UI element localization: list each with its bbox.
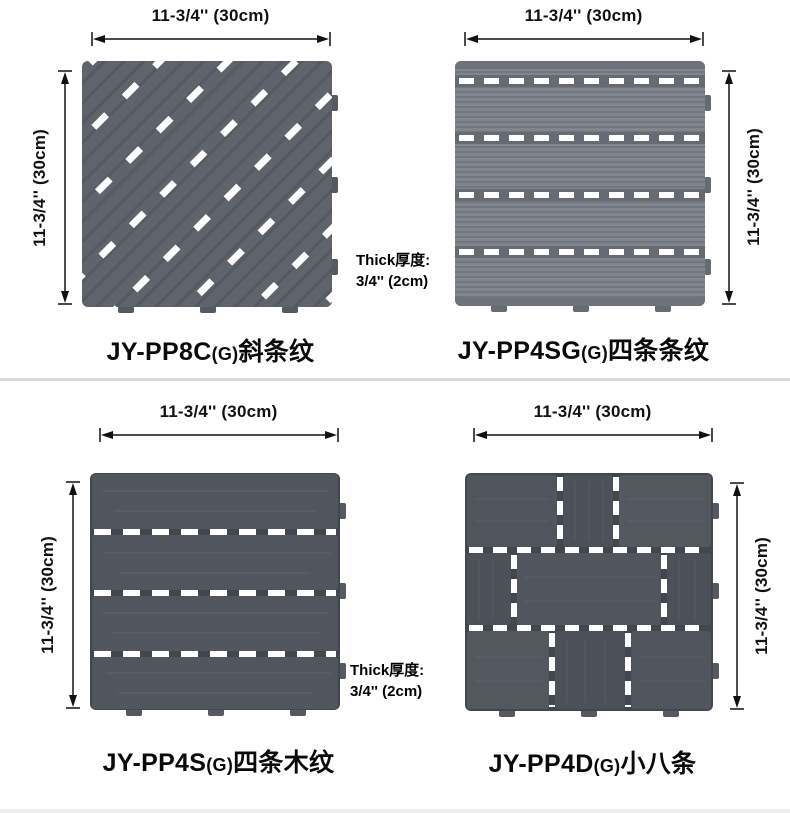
product-cell-jy-pp4sg: 11-3/4'' (30cm) 11-3	[395, 6, 790, 380]
width-dimension-arrow	[90, 32, 331, 46]
thickness-line1: Thick厚度:	[350, 662, 425, 679]
deck-tile-striped-icon	[455, 61, 711, 312]
width-dimension: 11-3/4'' (30cm)	[90, 6, 331, 47]
product-model: JY-PP4SG	[457, 337, 582, 365]
thickness-note: Thick厚度: 3/4'' (2cm)	[356, 250, 430, 292]
product-grade: (G)	[593, 756, 621, 776]
product-model: JY-PP8C	[106, 338, 212, 366]
height-dimension-arrow	[722, 69, 736, 305]
thickness-line2: 3/4'' (2cm)	[356, 273, 429, 290]
height-dimension-arrow	[58, 70, 72, 305]
product-model: JY-PP4S	[102, 749, 207, 777]
product-label: JY-PP8C(G)斜条纹	[107, 332, 315, 368]
product-label: JY-PP4D(G)小八条	[489, 744, 697, 780]
footer-strip	[0, 809, 790, 813]
tile-image-four-strip-woodgrain	[90, 473, 347, 717]
section-divider	[0, 378, 790, 381]
height-dimension-label: 11-3/4'' (30cm)	[752, 536, 771, 655]
product-cell-jy-pp4s: 11-3/4'' (30cm) 11-3/4'' (30cm)	[0, 402, 395, 813]
product-model: JY-PP4D	[488, 750, 594, 778]
height-dimension: 11-3/4'' (30cm)	[30, 70, 73, 305]
height-dimension-arrow	[730, 481, 744, 710]
product-label: JY-PP4S(G)四条木纹	[103, 743, 335, 779]
height-dimension-label: 11-3/4'' (30cm)	[38, 536, 57, 654]
width-dimension-label: 11-3/4'' (30cm)	[533, 402, 652, 421]
product-label: JY-PP4SG(G)四条条纹	[458, 331, 709, 367]
tile-image-diagonal-stripes	[82, 61, 339, 314]
deck-tile-basket-weave-icon	[465, 473, 719, 717]
height-dimension-label: 11-3/4'' (30cm)	[30, 128, 49, 247]
height-dimension: 11-3/4'' (30cm)	[38, 481, 81, 709]
product-grade: (G)	[581, 343, 608, 363]
width-dimension: 11-3/4'' (30cm)	[98, 402, 339, 443]
product-pattern-name: 小八条	[620, 750, 697, 778]
tile-image-four-strip-striped	[455, 61, 712, 313]
product-grade: (G)	[211, 344, 239, 364]
product-cell-jy-pp4d: 11-3/4'' (30cm) 11-3	[395, 402, 790, 813]
width-dimension-label: 11-3/4'' (30cm)	[159, 402, 278, 421]
deck-tile-woodgrain-icon	[90, 473, 346, 716]
thickness-line2: 3/4'' (2cm)	[350, 683, 423, 700]
width-dimension-arrow	[463, 32, 704, 46]
width-dimension: 11-3/4'' (30cm)	[472, 402, 713, 443]
width-dimension-label: 11-3/4'' (30cm)	[151, 6, 270, 25]
top-row: 11-3/4'' (30cm) 11-3/4'' (30cm)	[0, 0, 790, 380]
height-dimension: 11-3/4'' (30cm)	[729, 481, 772, 710]
product-pattern-name: 斜条纹	[238, 338, 315, 366]
width-dimension-label: 11-3/4'' (30cm)	[524, 6, 643, 25]
width-dimension-arrow	[98, 428, 339, 442]
bottom-row: 11-3/4'' (30cm) 11-3/4'' (30cm)	[0, 380, 790, 813]
width-dimension-arrow	[472, 428, 713, 442]
height-dimension-arrow	[66, 481, 80, 709]
height-dimension: 11-3/4'' (30cm)	[721, 69, 764, 305]
tile-image-basket-weave	[465, 473, 720, 718]
product-grade: (G)	[206, 755, 234, 775]
thickness-note: Thick厚度: 3/4'' (2cm)	[350, 660, 424, 702]
product-pattern-name: 四条木纹	[233, 749, 335, 777]
thickness-line1: Thick厚度:	[356, 252, 431, 269]
product-pattern-name: 四条条纹	[608, 337, 710, 365]
height-dimension-label: 11-3/4'' (30cm)	[744, 128, 763, 246]
product-cell-jy-pp8c: 11-3/4'' (30cm) 11-3/4'' (30cm)	[0, 6, 395, 380]
deck-tile-diagonal-icon	[82, 61, 338, 313]
width-dimension: 11-3/4'' (30cm)	[463, 6, 704, 47]
